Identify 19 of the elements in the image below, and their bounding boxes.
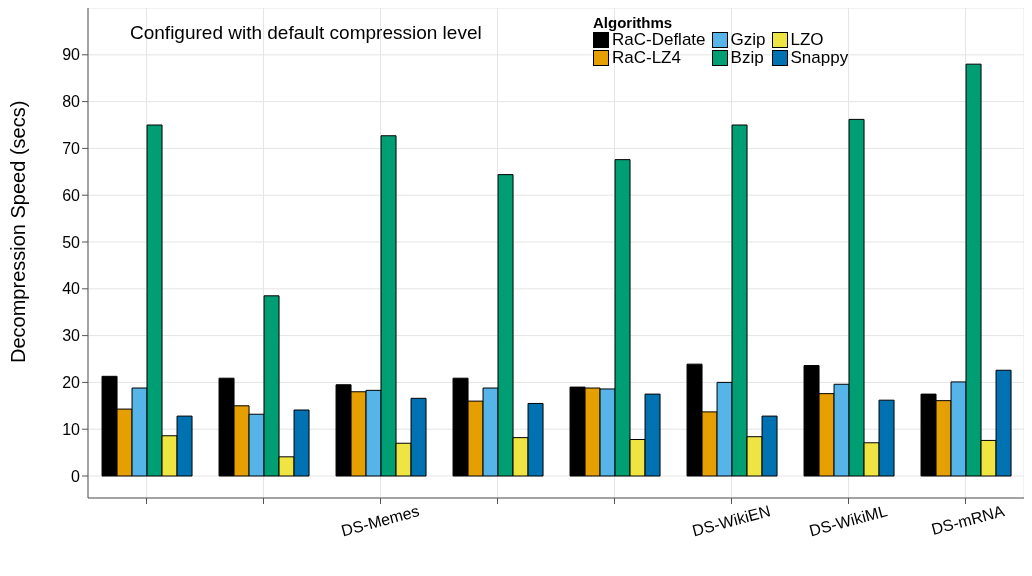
y-tick-label: 90 [62,46,81,64]
legend-label: RaC-LZ4 [612,48,681,67]
y-tick-label: 70 [62,140,81,158]
legend-label: Gzip [730,30,766,49]
y-tick-label: 20 [62,374,81,392]
y-tick-label: 40 [62,280,81,298]
legend-label: Snappy [790,48,849,67]
legend-title: Algorithms [593,14,674,31]
y-tick-label: 80 [62,93,81,111]
y-axis-title: Decompression Speed (secs) [7,100,30,363]
annotation: Configured with default compression level [130,22,482,44]
y-tick-label: 50 [62,233,81,251]
legend-label: RaC-Deflate [612,30,706,49]
y-tick-label: 10 [62,420,81,438]
legend-label: Bzip [730,48,764,67]
y-tick-label: 60 [62,186,81,204]
legend-label: LZO [790,30,824,49]
y-tick-label: 0 [71,467,81,485]
y-tick-label: 30 [62,327,81,345]
